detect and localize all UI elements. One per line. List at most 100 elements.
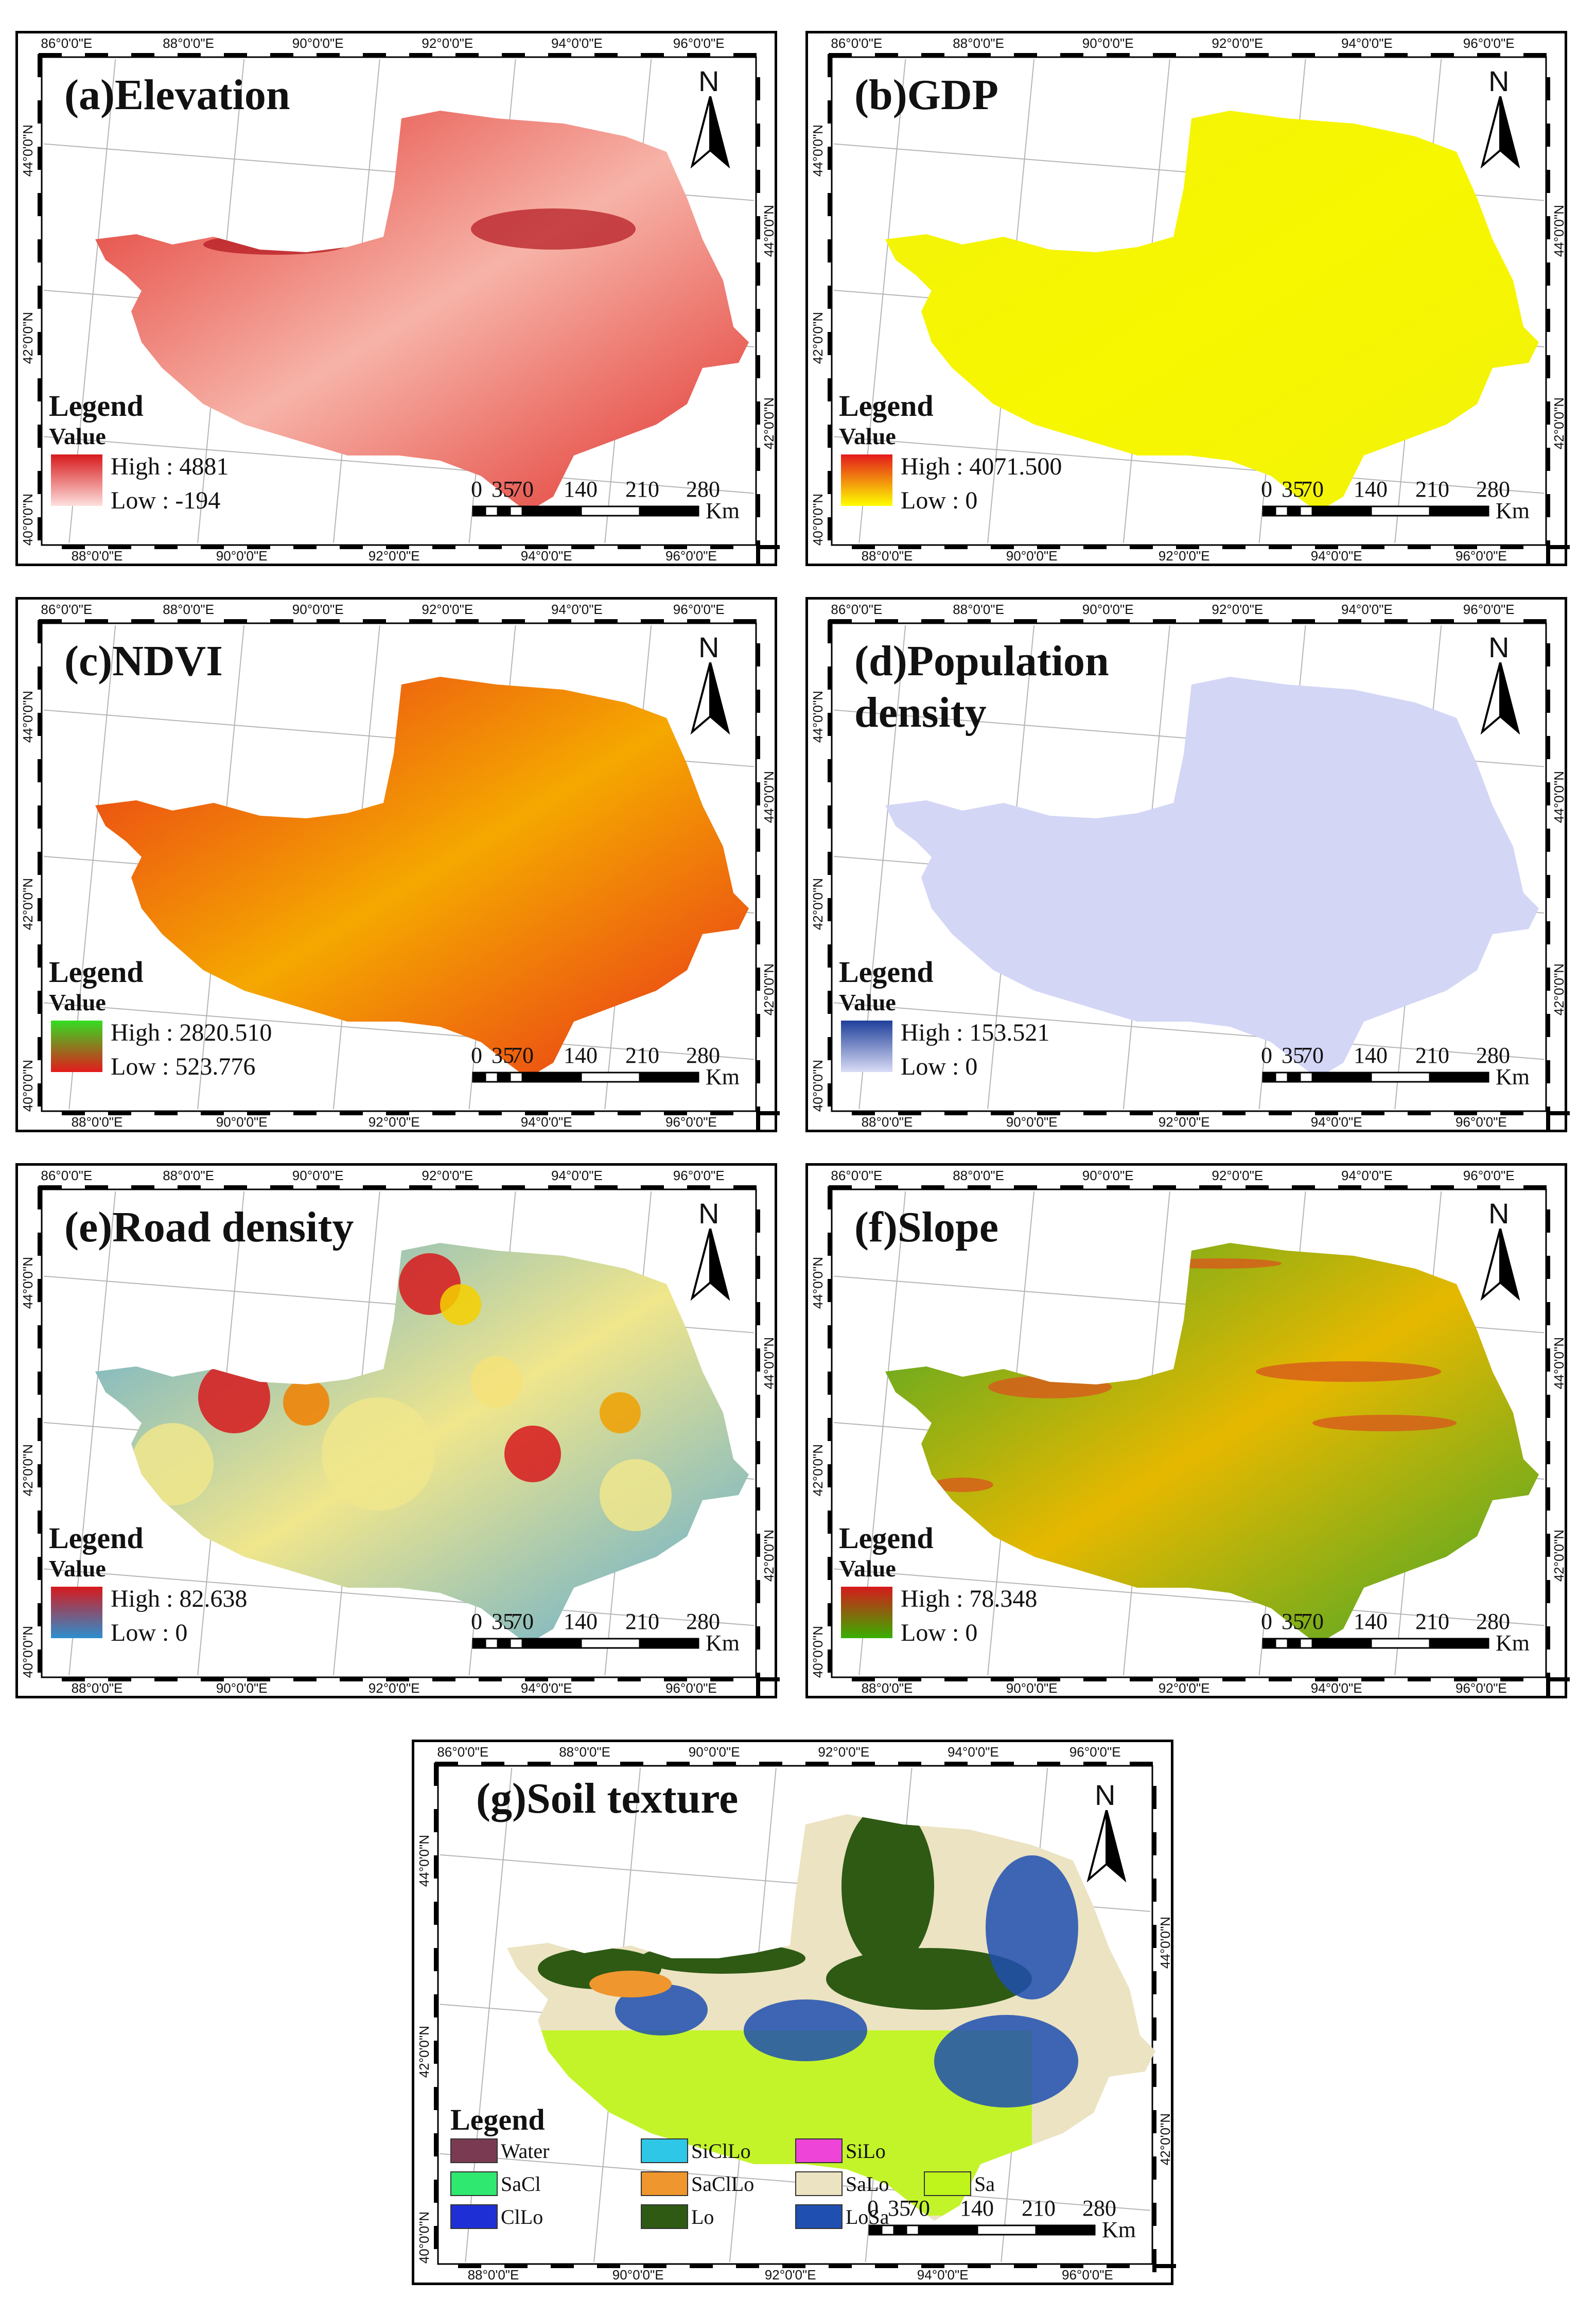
soil-legend-label: Water bbox=[501, 2139, 550, 2163]
scale-unit: Km bbox=[1496, 498, 1530, 523]
frame-tick bbox=[1176, 1111, 1199, 1115]
panel-title: (d)Population density bbox=[854, 637, 1109, 736]
frame-tick bbox=[1152, 2064, 1156, 2087]
soil-legend-label: LoSa bbox=[846, 2205, 889, 2228]
lon-label-bottom: 96°0'0"E bbox=[1455, 1114, 1507, 1130]
scale-tick-label: 70 bbox=[511, 477, 534, 502]
frame-tick bbox=[756, 1302, 760, 1325]
frame-tick bbox=[687, 53, 710, 57]
frame-tick bbox=[1037, 545, 1060, 549]
frame-tick bbox=[736, 2264, 759, 2268]
panel-c: 86°0'0"E 88°0'0"E 90°0'0"E 92°0'0"E 94°0'0"E… bbox=[15, 597, 780, 1132]
legend-title: Legend bbox=[49, 1521, 144, 1555]
frame-tick bbox=[828, 193, 832, 216]
panel-title: (e)Road density bbox=[64, 1203, 354, 1251]
legend-low-label: Low : 0 bbox=[901, 487, 978, 514]
scale-tick-label: 280 bbox=[686, 477, 720, 502]
frame-tick bbox=[293, 545, 317, 549]
frame-tick bbox=[386, 1677, 409, 1681]
panel-f: 86°0'0"E 88°0'0"E 90°0'0"E 92°0'0"E 94°0'0"E… bbox=[805, 1163, 1570, 1698]
lon-label-top: 86°0'0"E bbox=[41, 1168, 93, 1183]
scale-bar: 0 35 70 140 210 280 Km bbox=[471, 1608, 769, 1660]
scale-tick-label: 280 bbox=[1476, 1043, 1510, 1068]
lon-label-top: 90°0'0"E bbox=[1082, 602, 1134, 617]
frame-tick bbox=[991, 545, 1014, 549]
frame-tick bbox=[1546, 77, 1550, 100]
frame-tick bbox=[1454, 1111, 1477, 1115]
frame-tick bbox=[154, 545, 178, 549]
lon-label-top: 96°0'0"E bbox=[1463, 1168, 1515, 1183]
frame-tick bbox=[38, 1325, 42, 1348]
frame-tick bbox=[828, 1186, 832, 1209]
lon-label-bottom: 88°0'0"E bbox=[861, 548, 913, 564]
frame-tick bbox=[38, 471, 42, 494]
frame-tick bbox=[828, 1511, 832, 1534]
frame-tick bbox=[921, 619, 944, 623]
frame-tick bbox=[1060, 1185, 1083, 1189]
frame-tick bbox=[641, 1185, 664, 1189]
frame-tick bbox=[1246, 619, 1269, 623]
frame-tick bbox=[1153, 53, 1176, 57]
frame-tick bbox=[409, 619, 432, 623]
scale-tick-label: 140 bbox=[1354, 477, 1388, 502]
frame-tick bbox=[1546, 1487, 1550, 1511]
soil-legend-item: SiLo bbox=[795, 2138, 886, 2163]
frame-tick bbox=[1454, 1677, 1477, 1681]
frame-tick bbox=[38, 1083, 42, 1107]
frame-tick bbox=[1130, 1762, 1153, 1766]
frame-tick bbox=[39, 619, 62, 623]
frame-tick bbox=[38, 1511, 42, 1534]
frame-tick bbox=[828, 1557, 832, 1580]
north-label: N bbox=[698, 1197, 720, 1230]
frame-tick bbox=[1153, 2264, 1176, 2268]
lon-label-top: 88°0'0"E bbox=[163, 36, 214, 51]
frame-tick bbox=[1315, 1111, 1338, 1115]
study-region bbox=[95, 677, 749, 1078]
lon-label-bottom: 92°0'0"E bbox=[1158, 1680, 1210, 1696]
lon-label-bottom: 94°0'0"E bbox=[520, 1680, 572, 1696]
frame-tick bbox=[1199, 53, 1222, 57]
soil-legend-swatch bbox=[450, 2204, 498, 2229]
scale-tick-label: 280 bbox=[686, 1609, 720, 1634]
frame-tick bbox=[756, 170, 760, 193]
frame-tick bbox=[782, 2264, 805, 2268]
frame-tick bbox=[1014, 2264, 1037, 2268]
frame-tick bbox=[455, 1185, 479, 1189]
frame-tick bbox=[898, 545, 921, 549]
legend-color-ramp bbox=[841, 1021, 892, 1072]
frame-tick bbox=[1477, 53, 1500, 57]
legend-title: Legend bbox=[839, 1521, 934, 1555]
frame-tick bbox=[828, 54, 832, 77]
frame-tick bbox=[756, 124, 760, 147]
frame-tick bbox=[1546, 124, 1550, 147]
frame-tick bbox=[805, 1762, 829, 1766]
frame-tick bbox=[828, 147, 832, 170]
frame-tick bbox=[38, 666, 42, 690]
frame-tick bbox=[1152, 2203, 1156, 2226]
frame-tick bbox=[1130, 1111, 1153, 1115]
frame-tick bbox=[1546, 1534, 1550, 1557]
scale-tick-label: 140 bbox=[564, 477, 598, 502]
frame-tick bbox=[548, 619, 571, 623]
frame-tick bbox=[828, 1372, 832, 1395]
frame-tick bbox=[968, 1185, 991, 1189]
scale-tick-label: 210 bbox=[1415, 1609, 1449, 1634]
panel-title: (a)Elevation bbox=[64, 71, 290, 119]
frame-tick bbox=[340, 1111, 363, 1115]
lon-label-top: 90°0'0"E bbox=[292, 36, 344, 51]
scale-tick-label: 140 bbox=[564, 1609, 598, 1634]
north-label: N bbox=[1095, 1779, 1116, 1811]
soil-legend-swatch bbox=[641, 2204, 688, 2229]
frame-tick bbox=[1546, 690, 1550, 713]
frame-tick bbox=[1037, 1677, 1060, 1681]
frame-tick bbox=[828, 1233, 832, 1256]
frame-tick bbox=[1246, 53, 1269, 57]
frame-tick bbox=[432, 1111, 455, 1115]
frame-tick bbox=[828, 1279, 832, 1302]
frame-tick bbox=[1083, 1762, 1107, 1766]
map-neatline bbox=[41, 1188, 757, 1678]
soil-legend-item: Lo bbox=[641, 2204, 714, 2229]
map-neatline bbox=[41, 622, 757, 1112]
lon-label-top: 92°0'0"E bbox=[422, 1168, 473, 1183]
frame-tick bbox=[664, 545, 687, 549]
